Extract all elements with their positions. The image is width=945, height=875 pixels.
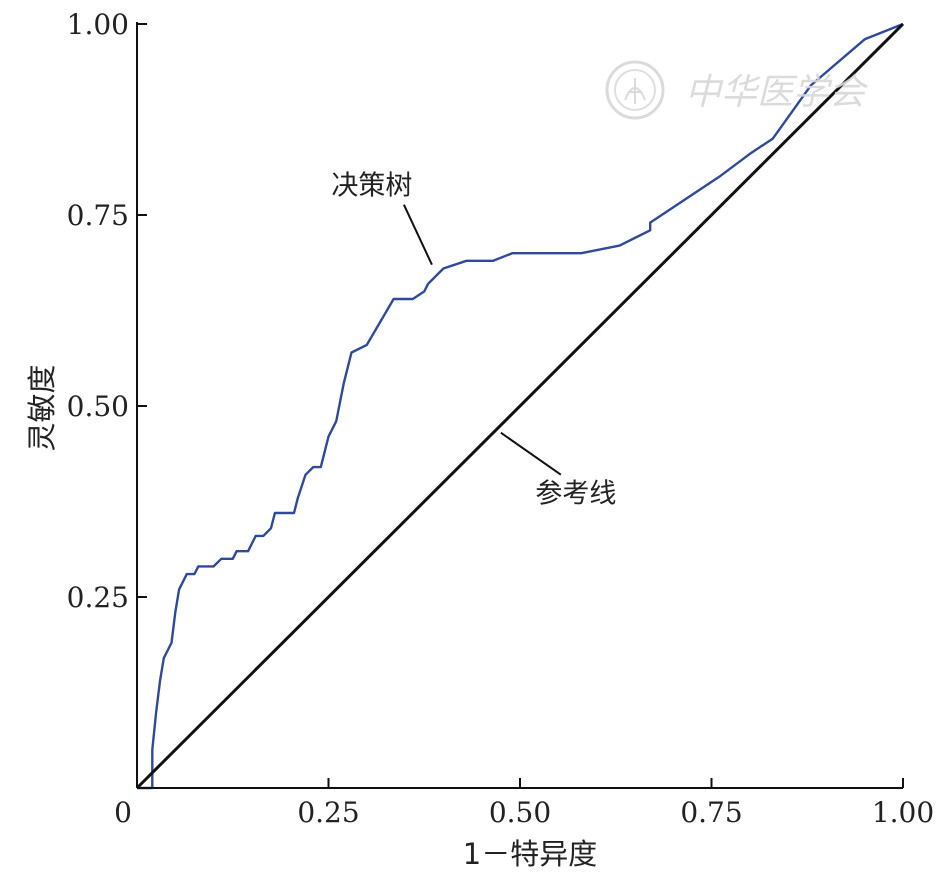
- x-axis-title: 1－特异度: [463, 837, 597, 871]
- y-tick-label: 0.50: [67, 390, 129, 423]
- annotation-leader: [500, 431, 562, 476]
- y-ticks: 0.25 0.50 0.75 1.00: [67, 8, 147, 614]
- y-tick-label: 0.75: [67, 199, 129, 232]
- plot-area: [135, 22, 905, 790]
- y-tick-label: 0.25: [67, 581, 129, 614]
- x-tick-label: 0.25: [297, 796, 359, 829]
- series-line-reference: [135, 22, 905, 790]
- x-tick-label: 0.50: [489, 796, 551, 829]
- watermark: 中华医学会: [605, 60, 869, 120]
- seal-icon: [605, 60, 665, 120]
- x-tick-label: 0.75: [680, 796, 742, 829]
- y-axis-title: 灵敏度: [25, 364, 59, 451]
- annotation-label: 决策树: [331, 171, 412, 202]
- watermark-text: 中华医学会: [685, 72, 869, 113]
- x-tick-label: 1.00: [872, 796, 934, 829]
- axes: 0 0.25 0.50 0.75 1.00 0.25 0.50 0.75 1.00: [67, 8, 935, 829]
- annotation-leader: [403, 204, 433, 266]
- x-tick-label: 0: [114, 796, 132, 829]
- y-tick-label: 1.00: [67, 8, 129, 41]
- x-ticks: 0 0.25 0.50 0.75 1.00: [114, 778, 934, 829]
- annotation-label: 参考线: [535, 479, 616, 510]
- series-line-decision-tree: [137, 22, 904, 790]
